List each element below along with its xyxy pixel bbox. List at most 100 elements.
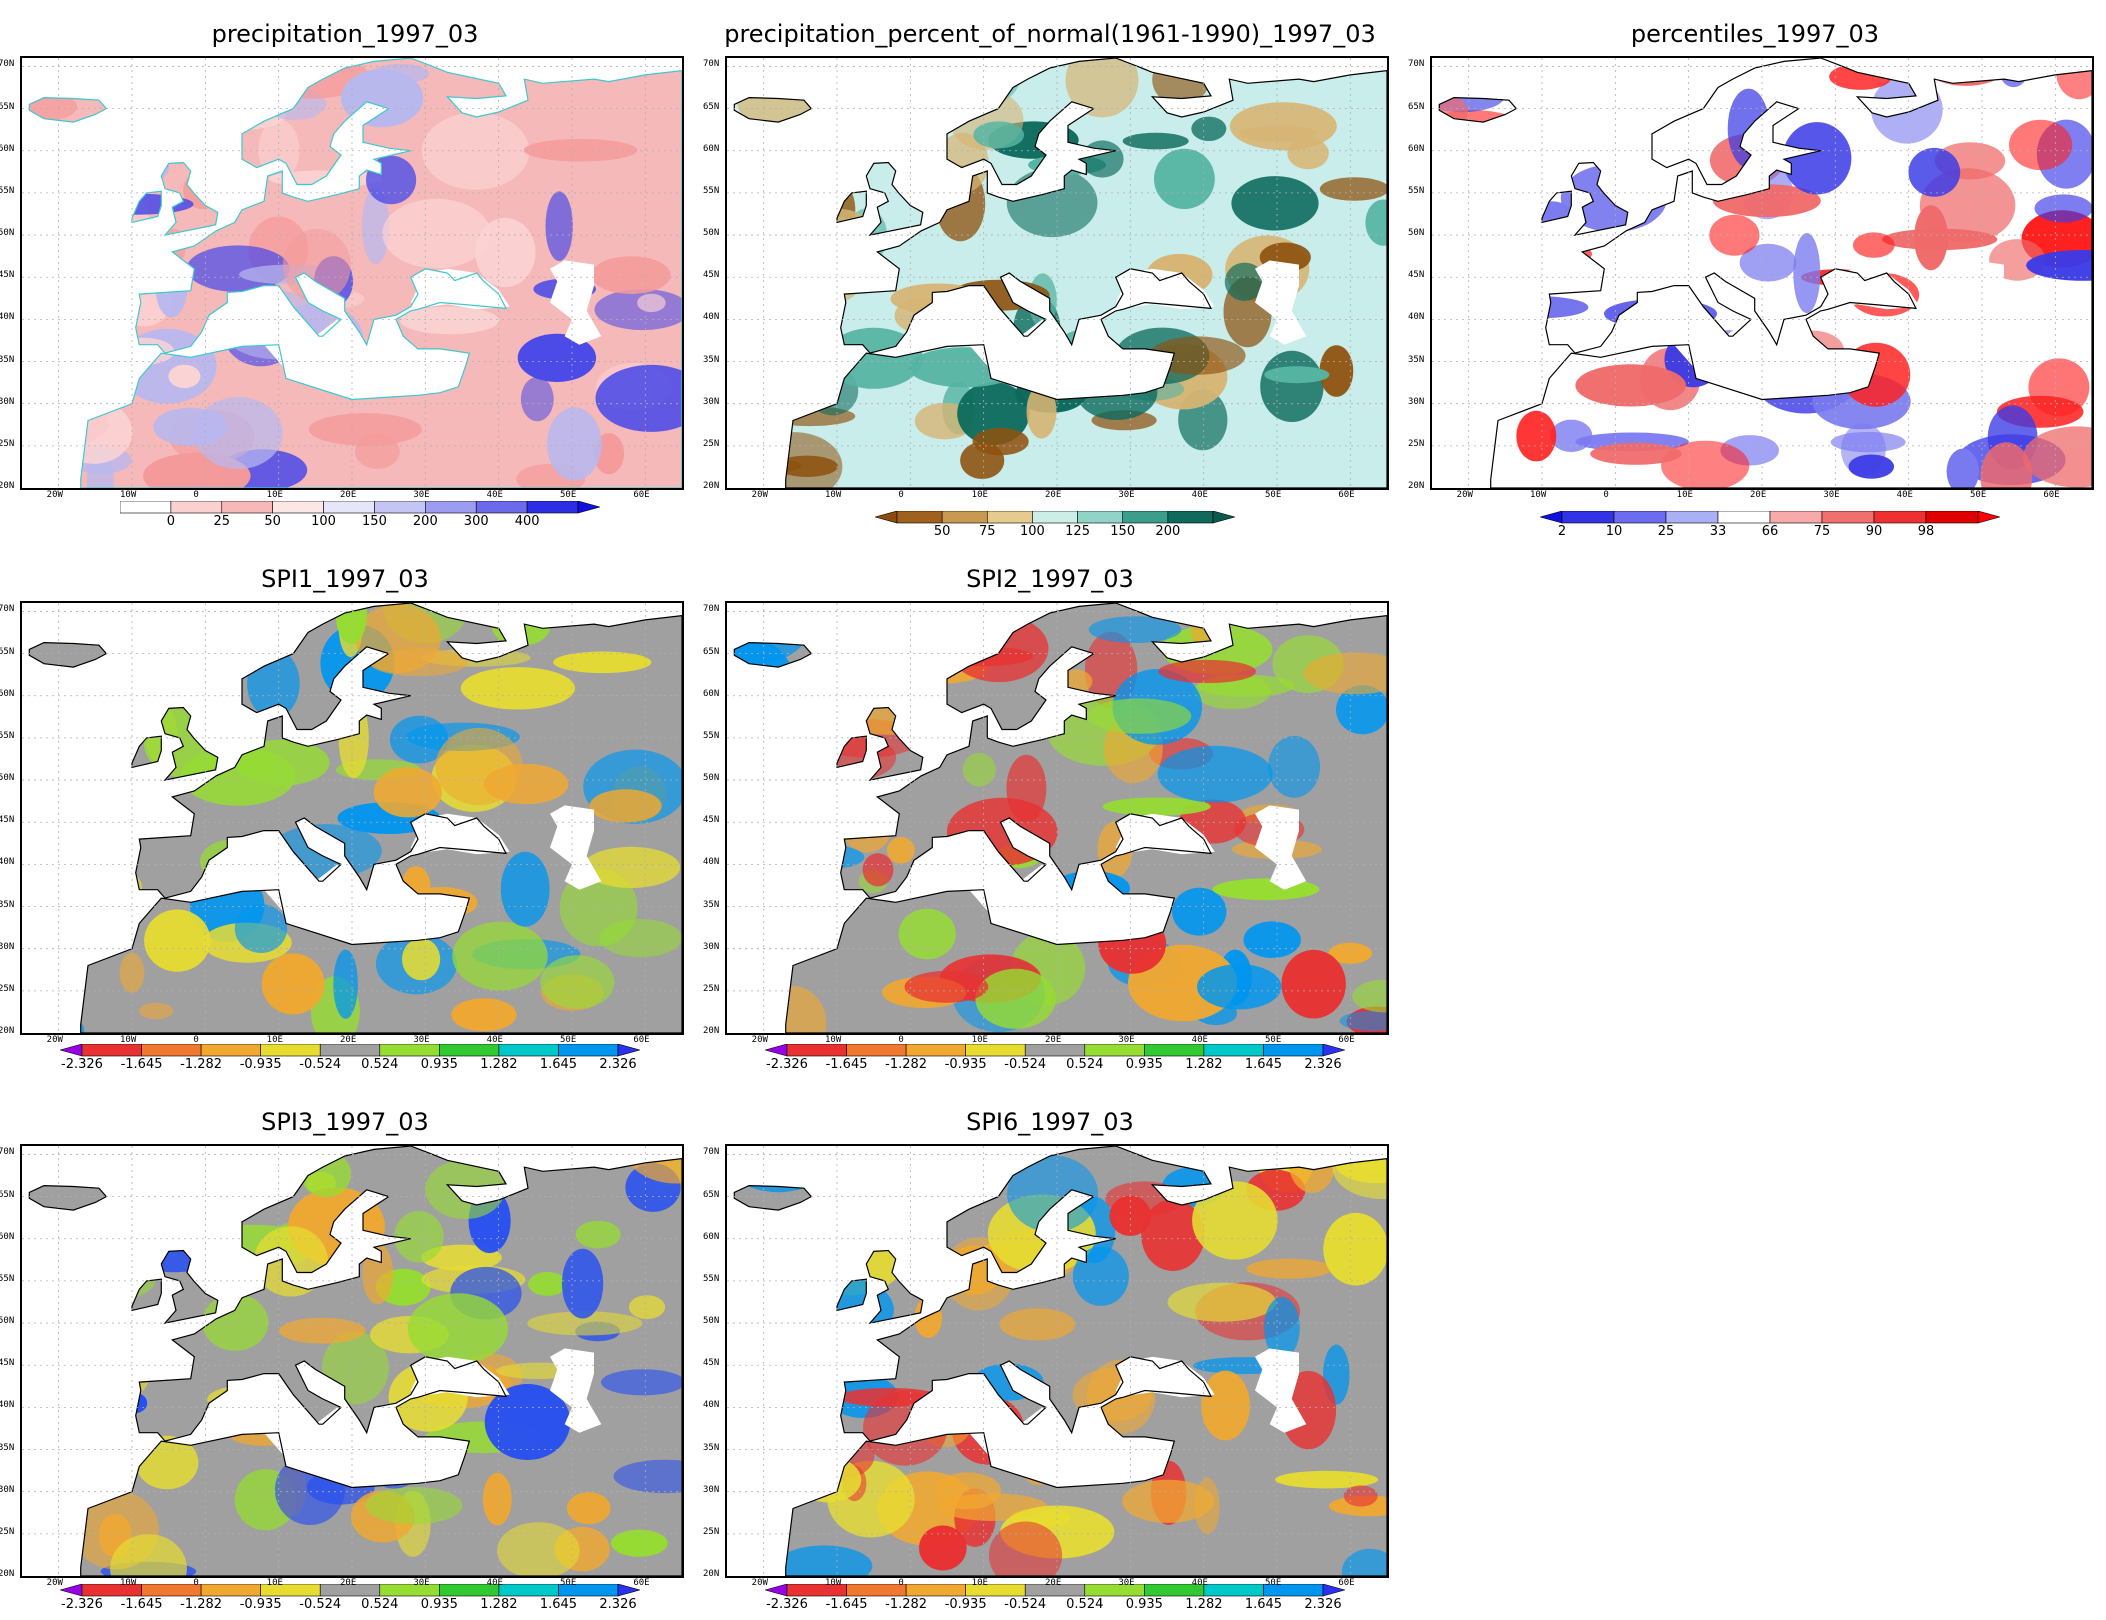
colorbar-label: 1.282 <box>480 1597 518 1612</box>
lon-tick-label: 20W <box>751 1578 768 1588</box>
lat-tick-label: 65N <box>0 1189 15 1200</box>
colorbar-segment <box>498 1043 559 1057</box>
colorbar-label: 25 <box>213 514 231 529</box>
field-contour <box>1852 232 1895 258</box>
colorbar-segment <box>1167 510 1214 524</box>
field-contour <box>1439 170 1473 196</box>
colorbar-label: -0.524 <box>299 1057 342 1072</box>
colorbar-segment <box>965 1043 1026 1057</box>
colorbar-right-arrow <box>1212 510 1237 524</box>
field-contour <box>1231 176 1319 231</box>
field-contour <box>1550 419 1593 452</box>
map-spi1 <box>20 601 684 1035</box>
lon-tick-label: 0 <box>193 490 199 500</box>
lat-tick-label: 45N <box>703 1358 720 1369</box>
field-contour <box>460 667 575 710</box>
panel-spi3: SPI3_1997_03 -2.326 -1.645 -1.282 -0.935 -0.… <box>0 1108 690 1618</box>
field-contour <box>1194 1477 1220 1535</box>
lon-tick-label: 60E <box>2043 490 2060 500</box>
lon-tick-label: 20E <box>1750 490 1767 500</box>
field-contour <box>56 603 95 645</box>
field-contour <box>29 1009 85 1033</box>
lon-tick-label: 20W <box>46 1578 63 1588</box>
lat-tick-label: 25N <box>0 438 15 449</box>
field-contour <box>394 1211 444 1263</box>
colorbar-label: 1.645 <box>539 1057 578 1072</box>
coastline <box>80 603 682 1033</box>
field-contour <box>848 603 917 638</box>
colorbar-label: 2.326 <box>599 1597 637 1612</box>
field-contour <box>613 1459 682 1494</box>
field-contour <box>1319 345 1354 397</box>
field-contour <box>2023 426 2092 488</box>
colorbar-segment <box>475 500 528 514</box>
sea-mask <box>1115 268 1215 310</box>
field-contour <box>1439 215 1489 245</box>
field-contour <box>734 905 750 975</box>
colorbar-label: 98 <box>1917 524 1935 539</box>
lat-tick-label: 30N <box>703 396 720 407</box>
colorbar-segment <box>526 500 579 514</box>
lat-tick-label: 50N <box>0 228 15 239</box>
field-contour <box>30 807 55 876</box>
sea-mask <box>168 864 462 936</box>
field-contour <box>44 857 123 929</box>
lat-tick-label: 25N <box>703 983 720 994</box>
lat-tick-label: 40N <box>0 312 15 323</box>
lon-tick-label: 60E <box>1338 1578 1355 1588</box>
field-contour <box>919 1525 967 1571</box>
colorbar-right-arrow <box>577 500 602 514</box>
field-contour <box>1661 440 1750 488</box>
colorbar-label: 100 <box>311 514 336 529</box>
field-contour <box>1006 168 1098 238</box>
colorbar-label: 33 <box>1709 524 1727 539</box>
field-contour <box>29 400 63 470</box>
panel-percent-of-normal: precipitation_percent_of_normal(1961-199… <box>703 20 1395 540</box>
lon-tick-label: 10E <box>266 1035 283 1045</box>
field-contour <box>1243 921 1301 958</box>
panel-spi6: SPI6_1997_03 -2.326 -1.645 -1.282 -0.935 -0.… <box>703 1108 1395 1618</box>
colorbar-label: -0.524 <box>299 1597 342 1612</box>
sea-mask <box>1115 1356 1215 1398</box>
sea-mask <box>873 864 1167 936</box>
colorbar-segment <box>379 1583 440 1597</box>
lon-tick-label: 60E <box>1338 1035 1355 1045</box>
lat-tick-label: 20N <box>0 1026 15 1036</box>
lat-tick-label: 40N <box>703 312 720 323</box>
lon-tick-label: 20E <box>1045 490 1062 500</box>
colorbar-right-arrow <box>617 1583 642 1597</box>
field-contour <box>1830 431 1906 453</box>
lat-tick-label: 35N <box>0 1442 15 1453</box>
colorbar-label: 150 <box>1110 524 1136 539</box>
colorbar-label: -0.935 <box>239 1057 282 1072</box>
colorbar-label: -1.282 <box>885 1057 928 1072</box>
field-contour <box>366 155 417 205</box>
field-contour <box>29 830 81 868</box>
field-contour <box>904 970 989 1003</box>
colorbar-segment <box>170 500 223 514</box>
field-contour <box>55 400 133 464</box>
field-contour <box>154 1192 230 1256</box>
lat-tick-label: 45N <box>703 270 720 281</box>
field-contour <box>1343 1485 1378 1507</box>
field-contour <box>483 763 569 805</box>
lat-tick-label: 50N <box>703 1316 720 1327</box>
lon-tick-label: 20E <box>340 1035 357 1045</box>
lat-tick-label: 25N <box>1408 438 1425 449</box>
field-contour <box>140 123 165 159</box>
colorbar-segment <box>846 1043 907 1057</box>
colorbar-label: 0.524 <box>1066 1057 1104 1072</box>
colorbar-segment <box>1873 510 1927 524</box>
coastline <box>160 1249 219 1325</box>
lat-tick-label: 55N <box>703 185 720 196</box>
field-contour <box>1210 1146 1267 1162</box>
field-contour <box>975 968 1056 1029</box>
lat-tick-label: 55N <box>0 185 15 196</box>
lat-tick-label: 20N <box>703 481 720 491</box>
field-contour <box>808 1220 864 1270</box>
colorbar-segment <box>1561 510 1615 524</box>
lon-tick-label: 50E <box>1970 490 1987 500</box>
lon-tick-label: 50E <box>560 1578 577 1588</box>
colorbar-label: -1.645 <box>120 1057 163 1072</box>
lon-tick-label: 30E <box>413 1035 430 1045</box>
